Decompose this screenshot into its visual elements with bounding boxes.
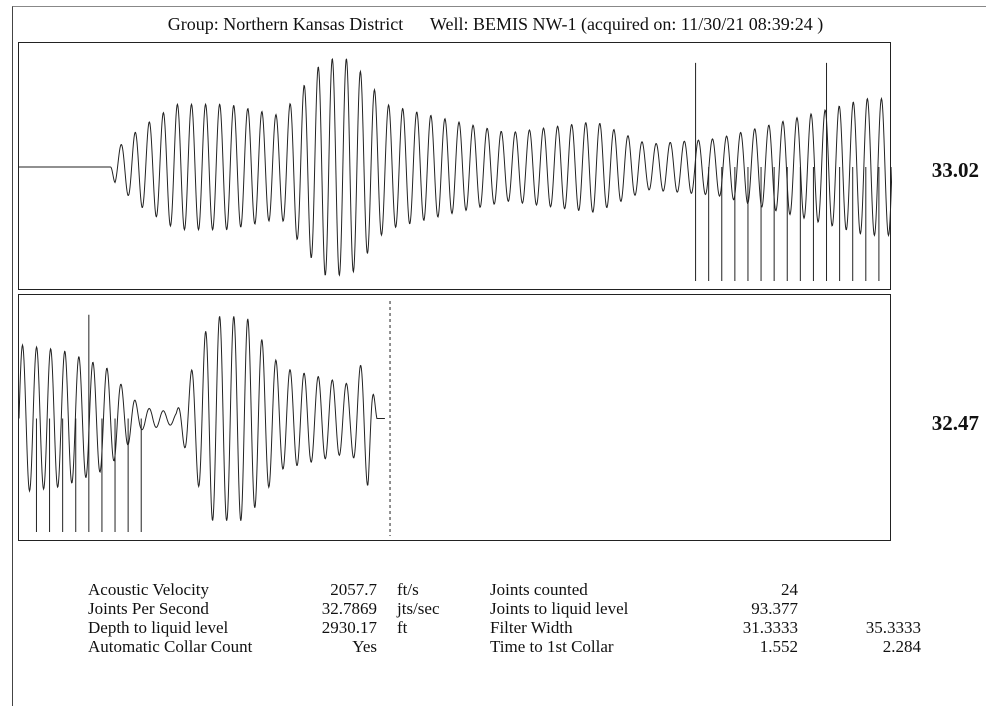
stat-label: Joints Per Second — [88, 599, 209, 618]
report-header: Group: Northern Kansas District Well: BE… — [0, 14, 991, 35]
stat-label: Joints to liquid level — [490, 599, 629, 618]
stat-value: 1.552 — [759, 637, 798, 656]
upper-trace-plot — [19, 58, 892, 281]
stat-label: Acoustic Velocity — [88, 580, 210, 599]
stat-unit: ft/s — [397, 580, 419, 599]
well-label: Well: BEMIS NW-1 (acquired on: 11/30/21 … — [429, 14, 824, 34]
stat-value: 32.7869 — [321, 599, 377, 618]
stat-label: Depth to liquid level — [88, 618, 229, 637]
waveform-line — [19, 58, 892, 277]
lower-trace-panel — [18, 294, 891, 541]
waveform-line — [19, 316, 385, 521]
stat-value: 24 — [781, 580, 798, 599]
stat-value: 35.3333 — [865, 618, 921, 637]
upper-gain-label: 33.02 — [931, 158, 979, 182]
stat-value: 2930.17 — [321, 618, 377, 637]
stat-label: Joints counted — [490, 580, 588, 599]
stat-value: 31.3333 — [742, 618, 798, 637]
upper-trace-panel — [18, 42, 892, 290]
lower-gain-label: 32.47 — [931, 411, 979, 435]
stat-label: Time to 1st Collar — [490, 637, 614, 656]
stat-label: Automatic Collar Count — [88, 637, 253, 656]
lower-trace-plot — [19, 301, 391, 536]
report-frame — [12, 6, 986, 706]
stat-value: 93.377 — [751, 599, 798, 618]
stat-unit: ft — [397, 618, 408, 637]
stat-value: 2057.7 — [330, 580, 377, 599]
stat-unit: jts/sec — [397, 599, 440, 618]
stat-label: Filter Width — [490, 618, 573, 637]
stat-value: 2.284 — [882, 637, 921, 656]
stat-value: Yes — [352, 637, 377, 656]
group-label: Group: Northern Kansas District — [167, 14, 404, 34]
